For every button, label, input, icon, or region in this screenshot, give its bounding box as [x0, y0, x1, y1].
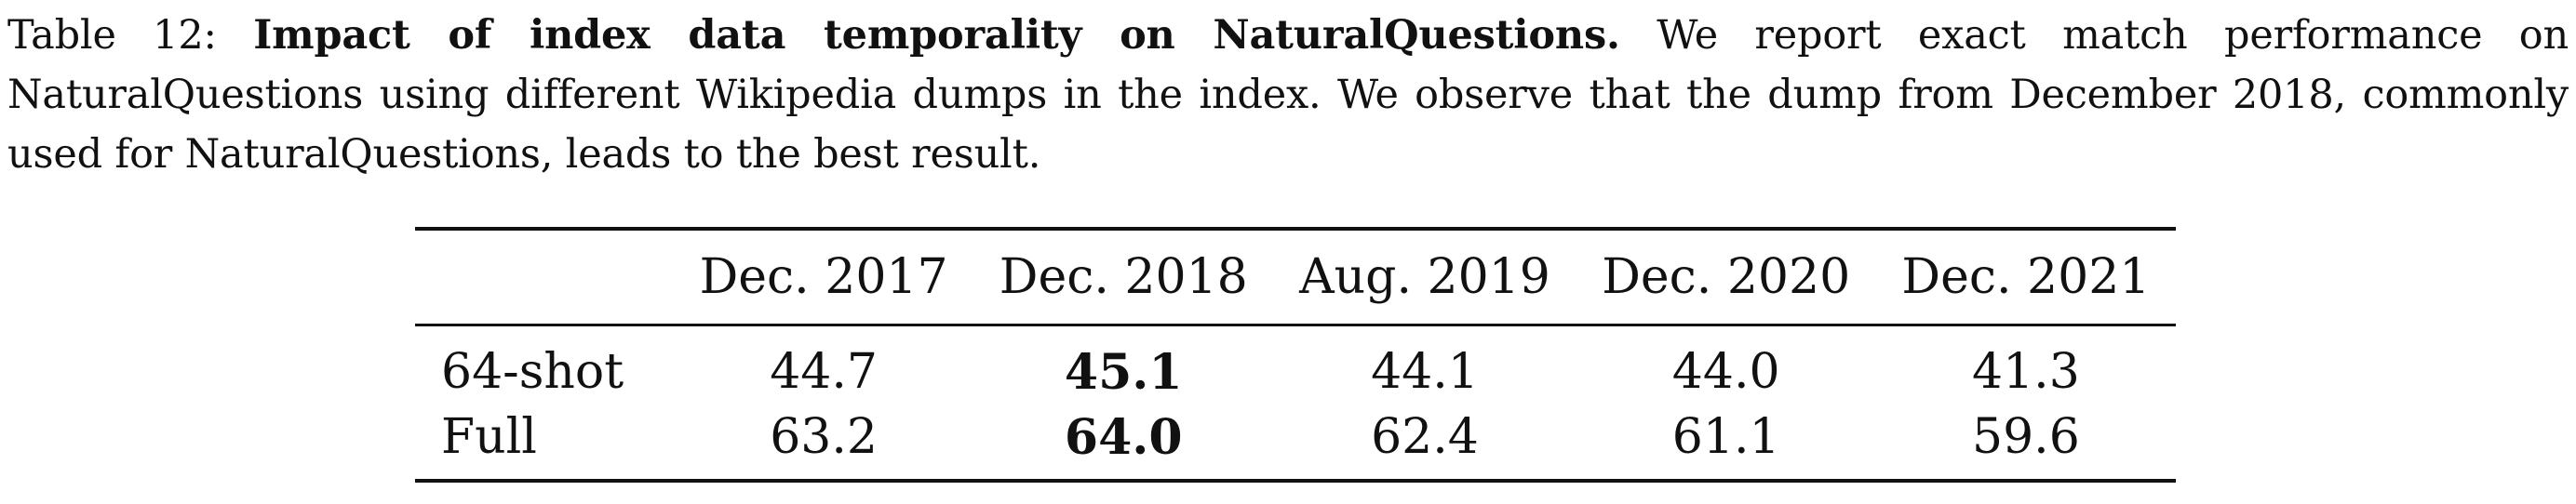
column-header-aug-2019: Aug. 2019	[1299, 249, 1550, 305]
row-label: Full	[441, 409, 537, 465]
table-caption: Table 12: Impact of index data temporali…	[7, 6, 2569, 184]
table-cell: 59.6	[1972, 409, 2080, 465]
table-cell: 44.0	[1671, 344, 1780, 400]
table-cell: 44.7	[770, 344, 878, 400]
table-cell: 63.2	[770, 409, 878, 465]
table-header: Dec. 2017 Dec. 2018 Aug. 2019 Dec. 2020 …	[415, 229, 2176, 325]
caption-body: We report exact match performance on Nat…	[7, 12, 2569, 178]
table-cell-best: 64.0	[1064, 408, 1183, 466]
caption-title: Impact of index data temporality on Natu…	[253, 12, 1620, 59]
column-header-dec-2018: Dec. 2018	[999, 249, 1248, 305]
column-header-dec-2020: Dec. 2020	[1602, 249, 1851, 305]
table-cell: 44.1	[1371, 344, 1479, 400]
results-table-container: Dec. 2017 Dec. 2018 Aug. 2019 Dec. 2020 …	[415, 227, 2176, 483]
column-header-dec-2021: Dec. 2021	[1901, 249, 2151, 305]
results-table: Dec. 2017 Dec. 2018 Aug. 2019 Dec. 2020 …	[415, 227, 2176, 483]
column-header-dec-2017: Dec. 2017	[699, 249, 948, 305]
header-corner	[415, 229, 674, 325]
header-row: Dec. 2017 Dec. 2018 Aug. 2019 Dec. 2020 …	[415, 229, 2176, 325]
table-body: 64-shot 44.7 45.1 44.1 44.0 41.3 Full 63…	[415, 325, 2176, 481]
table-cell-best: 45.1	[1064, 343, 1183, 401]
table-row-64-shot: 64-shot 44.7 45.1 44.1 44.0 41.3	[415, 325, 2176, 405]
caption-label: Table 12:	[7, 12, 217, 59]
table-row-full: Full 63.2 64.0 62.4 61.1 59.6	[415, 405, 2176, 481]
table-cell: 62.4	[1371, 409, 1479, 465]
table-cell: 41.3	[1972, 344, 2080, 400]
row-label: 64-shot	[441, 344, 624, 400]
table-cell: 61.1	[1671, 409, 1780, 465]
